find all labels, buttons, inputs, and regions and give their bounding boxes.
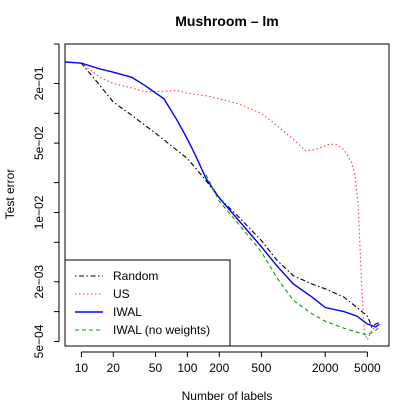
x-tick-label: 100 bbox=[177, 361, 197, 375]
chart-title: Mushroom – lm bbox=[175, 13, 278, 29]
legend-label-2: IWAL bbox=[113, 305, 142, 319]
x-axis-label: Number of labels bbox=[182, 389, 273, 403]
plot-area: 10 20 50 100 200 500 2000 5000 5e−04 2e−03 1e−02 5e… bbox=[32, 43, 390, 375]
legend-label-0: Random bbox=[113, 269, 158, 283]
series-line-0 bbox=[64, 61, 380, 328]
legend: Random US IWAL IWAL (no weights) bbox=[64, 259, 231, 347]
legend-box bbox=[64, 259, 231, 347]
series-line-1 bbox=[64, 61, 380, 342]
legend-label-3: IWAL (no weights) bbox=[113, 323, 210, 337]
x-tick-label: 20 bbox=[107, 361, 121, 375]
x-tick-label: 10 bbox=[75, 361, 89, 375]
series-line-2 bbox=[64, 61, 380, 328]
x-tick-label: 200 bbox=[209, 361, 229, 375]
y-tick-label: 5e−04 bbox=[32, 324, 46, 358]
x-tick-label: 500 bbox=[251, 361, 271, 375]
legend-label-1: US bbox=[113, 287, 130, 301]
y-tick-label: 2e−01 bbox=[32, 66, 46, 100]
y-tick-label: 2e−03 bbox=[32, 265, 46, 299]
x-tick-label: 5000 bbox=[354, 361, 381, 375]
y-axis-label: Test error bbox=[3, 169, 17, 220]
x-tick-label: 50 bbox=[149, 361, 163, 375]
x-tick-label: 2000 bbox=[312, 361, 339, 375]
y-tick-label: 5e−02 bbox=[32, 126, 46, 160]
series-line-3 bbox=[205, 174, 380, 336]
y-tick-label: 1e−02 bbox=[32, 195, 46, 229]
